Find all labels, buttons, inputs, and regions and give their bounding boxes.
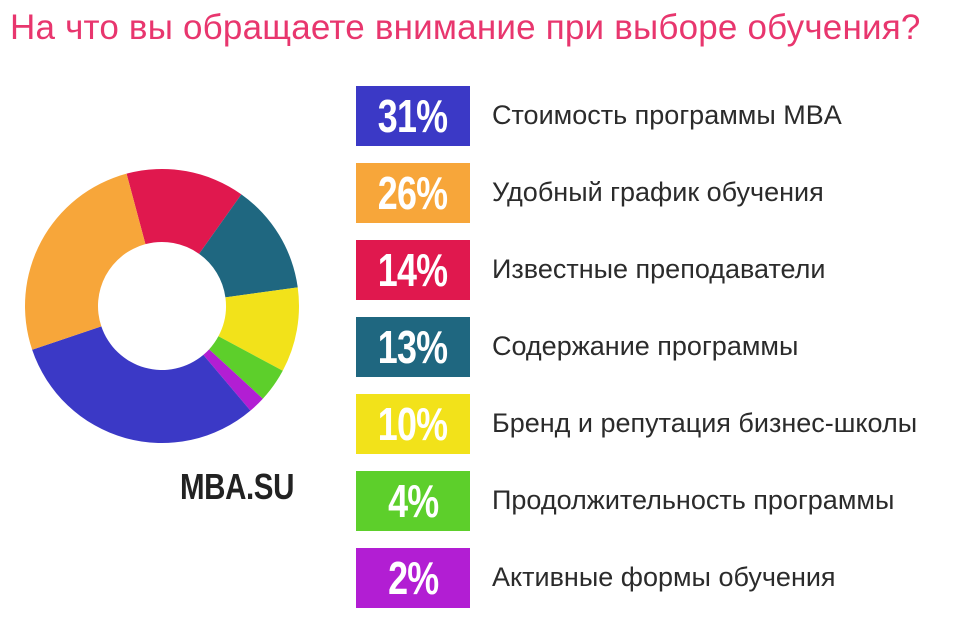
legend-percent-label-1: 31% <box>378 90 448 142</box>
legend-category-label-1: Стоимость программы MBA <box>492 100 842 130</box>
legend-category-label-3: Известные преподаватели <box>492 254 826 284</box>
legend-percent-box-7: 2% <box>356 548 470 608</box>
legend-percent-box-1: 31% <box>356 86 470 146</box>
legend-category-label-6: Продолжительность программы <box>492 485 895 515</box>
donut-chart <box>25 169 299 443</box>
legend-category-label-2: Удобный график обучения <box>492 177 824 207</box>
brand-logo-text: MBA.SU <box>180 466 294 507</box>
donut-slice-2 <box>25 173 146 350</box>
legend-percent-box-4: 13% <box>356 317 470 377</box>
legend-percent-label-5: 10% <box>378 398 448 450</box>
donut-slice-6 <box>209 336 283 399</box>
legend-percent-label-6: 4% <box>387 475 439 527</box>
donut-slice-3 <box>126 169 242 254</box>
donut-slice-7 <box>203 349 263 411</box>
legend-percent-box-5: 10% <box>356 394 470 454</box>
legend-percent-box-6: 4% <box>356 471 470 531</box>
legend-percent-label-2: 26% <box>378 167 448 219</box>
legend-category-label-7: Активные формы обучения <box>492 562 836 592</box>
donut-slices <box>25 169 299 443</box>
legend-percent-label-7: 2% <box>387 552 439 604</box>
legend-percent-label-4: 13% <box>378 321 448 373</box>
legend-category-label-5: Бренд и репутация бизнес-школы <box>492 408 918 438</box>
legend-percent-box-2: 26% <box>356 163 470 223</box>
chart-title: На что вы обращаете внимание при выборе … <box>10 8 921 47</box>
donut-slice-5 <box>218 287 299 371</box>
donut-slice-1 <box>32 326 251 443</box>
legend-category-label-4: Содержание программы <box>492 331 799 361</box>
legend-percent-label-3: 14% <box>378 244 448 296</box>
donut-slice-4 <box>199 194 298 298</box>
legend-percent-box-3: 14% <box>356 240 470 300</box>
